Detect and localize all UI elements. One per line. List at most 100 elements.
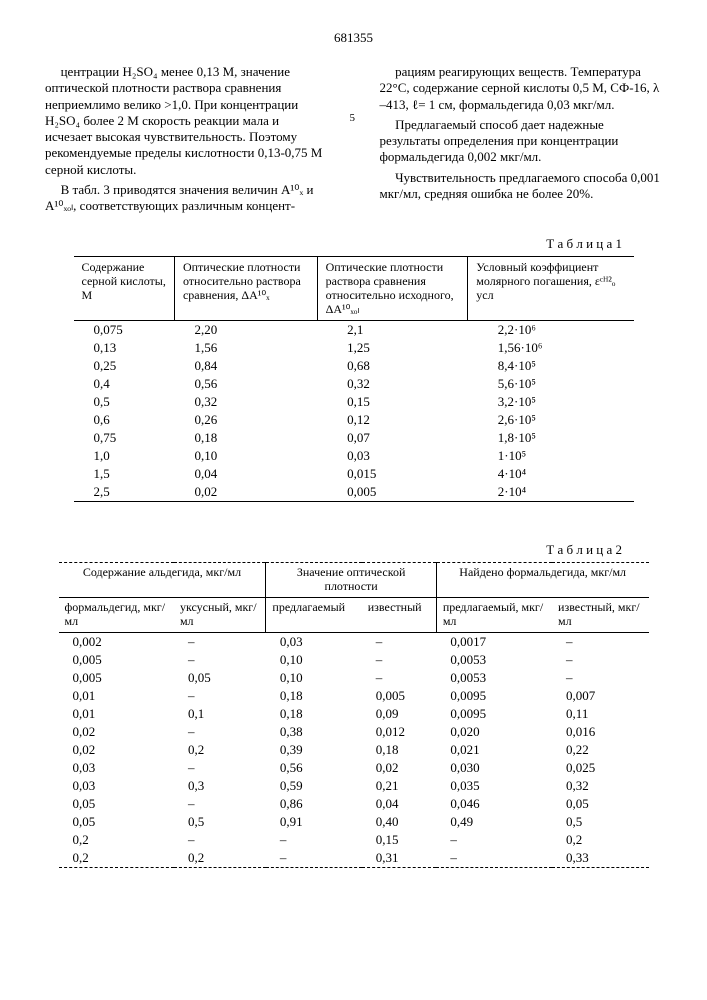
table-cell: 0,03	[59, 777, 174, 795]
table-row: 0,20,2–0,31–0,33	[59, 849, 649, 868]
table-cell: –	[362, 651, 437, 669]
table-cell: 3,2·10⁵	[468, 393, 634, 411]
table-cell: 0,26	[174, 411, 317, 429]
right-para-2: Предлагаемый способ дает надежные резуль…	[380, 117, 663, 166]
t2-sub-6: известный, мкг/мл	[552, 598, 648, 633]
table-cell: 0,04	[362, 795, 437, 813]
table-cell: 0,01	[59, 687, 174, 705]
t2-top-3: Найдено формальдегида, мкг/мл	[436, 563, 648, 598]
table-row: 1,00,100,031·10⁵	[74, 447, 634, 465]
t1-h3: Оптические плотности раствора сравнения …	[317, 257, 468, 321]
table-cell: 0,03	[266, 632, 362, 651]
table-cell: 0,02	[59, 741, 174, 759]
table-cell: 0,56	[174, 375, 317, 393]
table-cell: 0,046	[436, 795, 552, 813]
table-cell: 0,49	[436, 813, 552, 831]
table-cell: 0,016	[552, 723, 648, 741]
table2-label: Т а б л и ц а 2	[45, 542, 622, 558]
t1-h4: Условный коэффициент молярного погашения…	[468, 257, 634, 321]
table-cell: 0,31	[362, 849, 437, 868]
table-cell: 0,05	[552, 795, 648, 813]
table-cell: 0,0053	[436, 669, 552, 687]
table-row: 0,50,320,153,2·10⁵	[74, 393, 634, 411]
table-cell: 0,03	[317, 447, 468, 465]
table-cell: 0,2	[174, 741, 266, 759]
t2-sub-1: формальдегид, мкг/мл	[59, 598, 174, 633]
table-cell: 0,86	[266, 795, 362, 813]
t1-body: 0,0752,202,12,2·10⁶0,131,561,251,56·10⁶0…	[74, 321, 634, 502]
table-cell: 0,18	[362, 741, 437, 759]
table-cell: –	[174, 723, 266, 741]
table-row: 0,005–0,10–0,0053–	[59, 651, 649, 669]
table-row: 0,750,180,071,8·10⁵	[74, 429, 634, 447]
table-cell: 0,13	[74, 339, 175, 357]
table-cell: 0,2	[552, 831, 648, 849]
t2-sub-5: предлагаемый, мкг/мл	[436, 598, 552, 633]
table-cell: 0,5	[552, 813, 648, 831]
table-cell: 0,020	[436, 723, 552, 741]
table-cell: 0,04	[174, 465, 317, 483]
table-cell: 0,1	[174, 705, 266, 723]
table-cell: 0,32	[174, 393, 317, 411]
table-cell: –	[174, 759, 266, 777]
table-cell: 0,15	[362, 831, 437, 849]
table-cell: 8,4·10⁵	[468, 357, 634, 375]
table-cell: 2,1	[317, 321, 468, 340]
table-cell: 0,4	[74, 375, 175, 393]
table-cell: 0,84	[174, 357, 317, 375]
table-row: 0,05–0,860,040,0460,05	[59, 795, 649, 813]
table-cell: 0,035	[436, 777, 552, 795]
table-cell: 0,68	[317, 357, 468, 375]
table-cell: 1,56·10⁶	[468, 339, 634, 357]
table-row: 0,030,30,590,210,0350,32	[59, 777, 649, 795]
table-cell: 0,15	[317, 393, 468, 411]
table-row: 0,40,560,325,6·10⁵	[74, 375, 634, 393]
table-cell: 0,91	[266, 813, 362, 831]
table-cell: 0,10	[174, 447, 317, 465]
table-row: 0,010,10,180,090,00950,11	[59, 705, 649, 723]
table-cell: 0,025	[552, 759, 648, 777]
table-row: 0,01–0,180,0050,00950,007	[59, 687, 649, 705]
table-cell: 0,02	[362, 759, 437, 777]
table-cell: –	[552, 669, 648, 687]
table-cell: 0,18	[266, 705, 362, 723]
margin-marker: 5	[350, 64, 358, 218]
table-row: 2,50,020,0052·10⁴	[74, 483, 634, 502]
table-row: 0,050,50,910,400,490,5	[59, 813, 649, 831]
table-row: 0,2––0,15–0,2	[59, 831, 649, 849]
table-cell: –	[436, 849, 552, 868]
table-cell: 0,075	[74, 321, 175, 340]
table-cell: 0,0095	[436, 687, 552, 705]
right-para-1: рациям реагирующих веществ. Температура …	[380, 64, 663, 113]
table-cell: –	[362, 632, 437, 651]
table-row: 1,50,040,0154·10⁴	[74, 465, 634, 483]
table-cell: 0,22	[552, 741, 648, 759]
table-cell: 0,0095	[436, 705, 552, 723]
table-cell: 0,11	[552, 705, 648, 723]
table-cell: –	[362, 669, 437, 687]
table-cell: 4·10⁴	[468, 465, 634, 483]
table-cell: 0,10	[266, 651, 362, 669]
table-cell: 0,5	[74, 393, 175, 411]
table-cell: 1,0	[74, 447, 175, 465]
table-row: 0,03–0,560,020,0300,025	[59, 759, 649, 777]
table-row: 0,002–0,03–0,0017–	[59, 632, 649, 651]
left-para-2: В табл. 3 приводятся значения величин A¹…	[45, 182, 328, 215]
table-cell: 0,03	[59, 759, 174, 777]
left-column: центрации H₂SO₄ менее 0,13 М, значение о…	[45, 64, 328, 218]
table-cell: 1,25	[317, 339, 468, 357]
table-cell: 0,33	[552, 849, 648, 868]
table-cell: 0,005	[317, 483, 468, 502]
table-cell: 0,01	[59, 705, 174, 723]
table-cell: 2,2·10⁶	[468, 321, 634, 340]
table-cell: 0,12	[317, 411, 468, 429]
table-cell: 0,07	[317, 429, 468, 447]
table-cell: 2,20	[174, 321, 317, 340]
table-cell: 1,5	[74, 465, 175, 483]
table-cell: 1,8·10⁵	[468, 429, 634, 447]
t1-h2: Оптические плотности относительно раство…	[174, 257, 317, 321]
table-cell: 0,5	[174, 813, 266, 831]
table-cell: –	[174, 651, 266, 669]
table-row: 0,02–0,380,0120,0200,016	[59, 723, 649, 741]
table-cell: 1·10⁵	[468, 447, 634, 465]
